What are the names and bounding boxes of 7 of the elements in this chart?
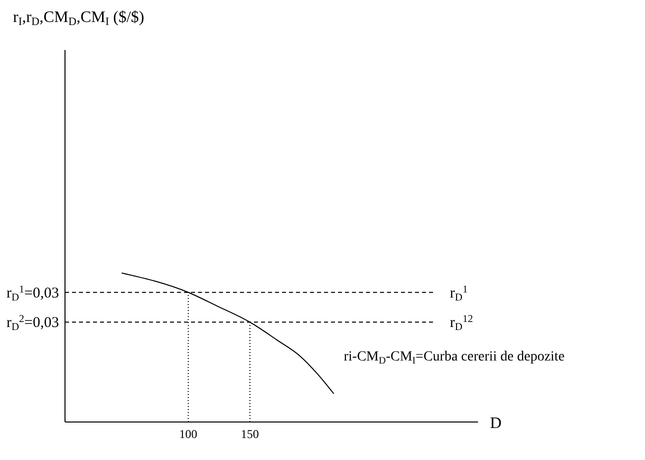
- x-axis-title: D: [490, 415, 502, 432]
- annotation: r$_{D}$$^{2}$=0,03: [6, 314, 59, 333]
- annotation: r$_{D}$$^{1}$=0,03: [6, 284, 59, 304]
- text: r$_{I}$,r$_{D}$,CM$_{D}$,CM$_{I}$ ($/$): [13, 9, 144, 28]
- x-tick-label: 100: [179, 427, 198, 441]
- series-label: ri-CM$_{D}$-CM$_{I}$=Curba cererii de depozite: [344, 350, 565, 366]
- x-tick-label: 150: [240, 427, 259, 441]
